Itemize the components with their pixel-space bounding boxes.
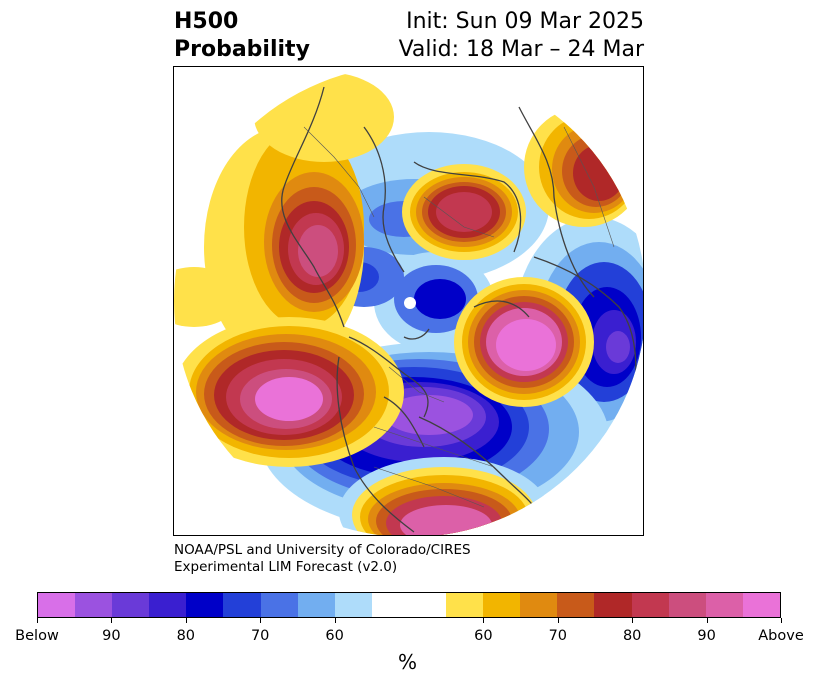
colorbar-tick-label: 70 bbox=[548, 628, 568, 644]
colorbar-tick-label: 70 bbox=[250, 628, 270, 644]
anomaly-north-atlantic-above bbox=[454, 277, 594, 407]
colorbar-swatch bbox=[557, 593, 595, 617]
init-date: Init: Sun 09 Mar 2025 bbox=[406, 9, 644, 34]
anomaly-arctic-above bbox=[402, 164, 526, 260]
colorbar-tick-label: 60 bbox=[474, 628, 493, 644]
colorbar bbox=[37, 592, 781, 618]
colorbar-swatch bbox=[260, 593, 298, 617]
colorbar-unit-label: % bbox=[398, 650, 418, 674]
colorbar-swatch bbox=[75, 593, 113, 617]
colorbar-swatch bbox=[112, 593, 150, 617]
credit-line-product: Experimental LIM Forecast (v2.0) bbox=[174, 559, 398, 575]
colorbar-swatch bbox=[38, 593, 76, 617]
colorbar-swatch bbox=[371, 593, 409, 617]
colorbar-swatch bbox=[483, 593, 521, 617]
colorbar-swatch bbox=[446, 593, 484, 617]
political-borders bbox=[303, 126, 615, 508]
date-block: Init: Sun 09 Mar 2025 Valid: 18 Mar – 24… bbox=[399, 8, 644, 64]
colorbar-tick-label: 80 bbox=[622, 628, 642, 644]
forecast-map bbox=[173, 66, 644, 536]
colorbar-tick-mark bbox=[483, 618, 485, 623]
colorbar-tick-mark bbox=[557, 618, 559, 623]
title-block: H500 Probability bbox=[174, 8, 310, 64]
colorbar-swatch bbox=[223, 593, 261, 617]
colorbar-tick-mark bbox=[37, 618, 38, 623]
colorbar-swatch bbox=[186, 593, 224, 617]
valid-date-range: Valid: 18 Mar – 24 Mar bbox=[398, 37, 644, 62]
colorbar-tick-label: Below bbox=[15, 628, 59, 644]
colorbar-swatch bbox=[742, 593, 780, 617]
coastlines bbox=[281, 86, 637, 533]
colorbar-tick-mark bbox=[260, 618, 262, 623]
anomaly-southeast-above bbox=[339, 457, 549, 535]
colorbar-tick-mark bbox=[706, 618, 708, 623]
colorbar-swatch bbox=[668, 593, 706, 617]
colorbar-tick-label: 90 bbox=[697, 628, 716, 644]
colorbar-tick-mark bbox=[334, 618, 336, 623]
colorbar-tick-label: Above bbox=[758, 628, 804, 644]
colorbar-swatch bbox=[334, 593, 372, 617]
colorbar-swatch bbox=[149, 593, 187, 617]
colorbar-tick-mark bbox=[781, 618, 782, 623]
anomaly-europe-above bbox=[524, 107, 643, 227]
colorbar-tick-mark bbox=[185, 618, 187, 623]
title-line-probability: Probability bbox=[174, 37, 310, 62]
colorbar-tick-mark bbox=[632, 618, 634, 623]
colorbar-swatch bbox=[631, 593, 669, 617]
colorbar-swatch bbox=[297, 593, 335, 617]
credit-line-agency: NOAA/PSL and University of Colorado/CIRE… bbox=[174, 542, 471, 558]
title-line-h500: H500 bbox=[174, 9, 239, 34]
colorbar-tick-label: 60 bbox=[325, 628, 344, 644]
credit-block: NOAA/PSL and University of Colorado/CIRE… bbox=[174, 542, 471, 576]
colorbar-tick-label: 80 bbox=[176, 628, 196, 644]
colorbar-tick-mark bbox=[111, 618, 113, 623]
anomaly-northwest-above bbox=[204, 72, 394, 367]
map-canvas bbox=[174, 67, 643, 535]
colorbar-swatch bbox=[705, 593, 743, 617]
colorbar-swatch bbox=[408, 593, 447, 617]
colorbar-swatch bbox=[520, 593, 558, 617]
colorbar-tick-label: 90 bbox=[102, 628, 121, 644]
colorbar-swatch bbox=[594, 593, 632, 617]
